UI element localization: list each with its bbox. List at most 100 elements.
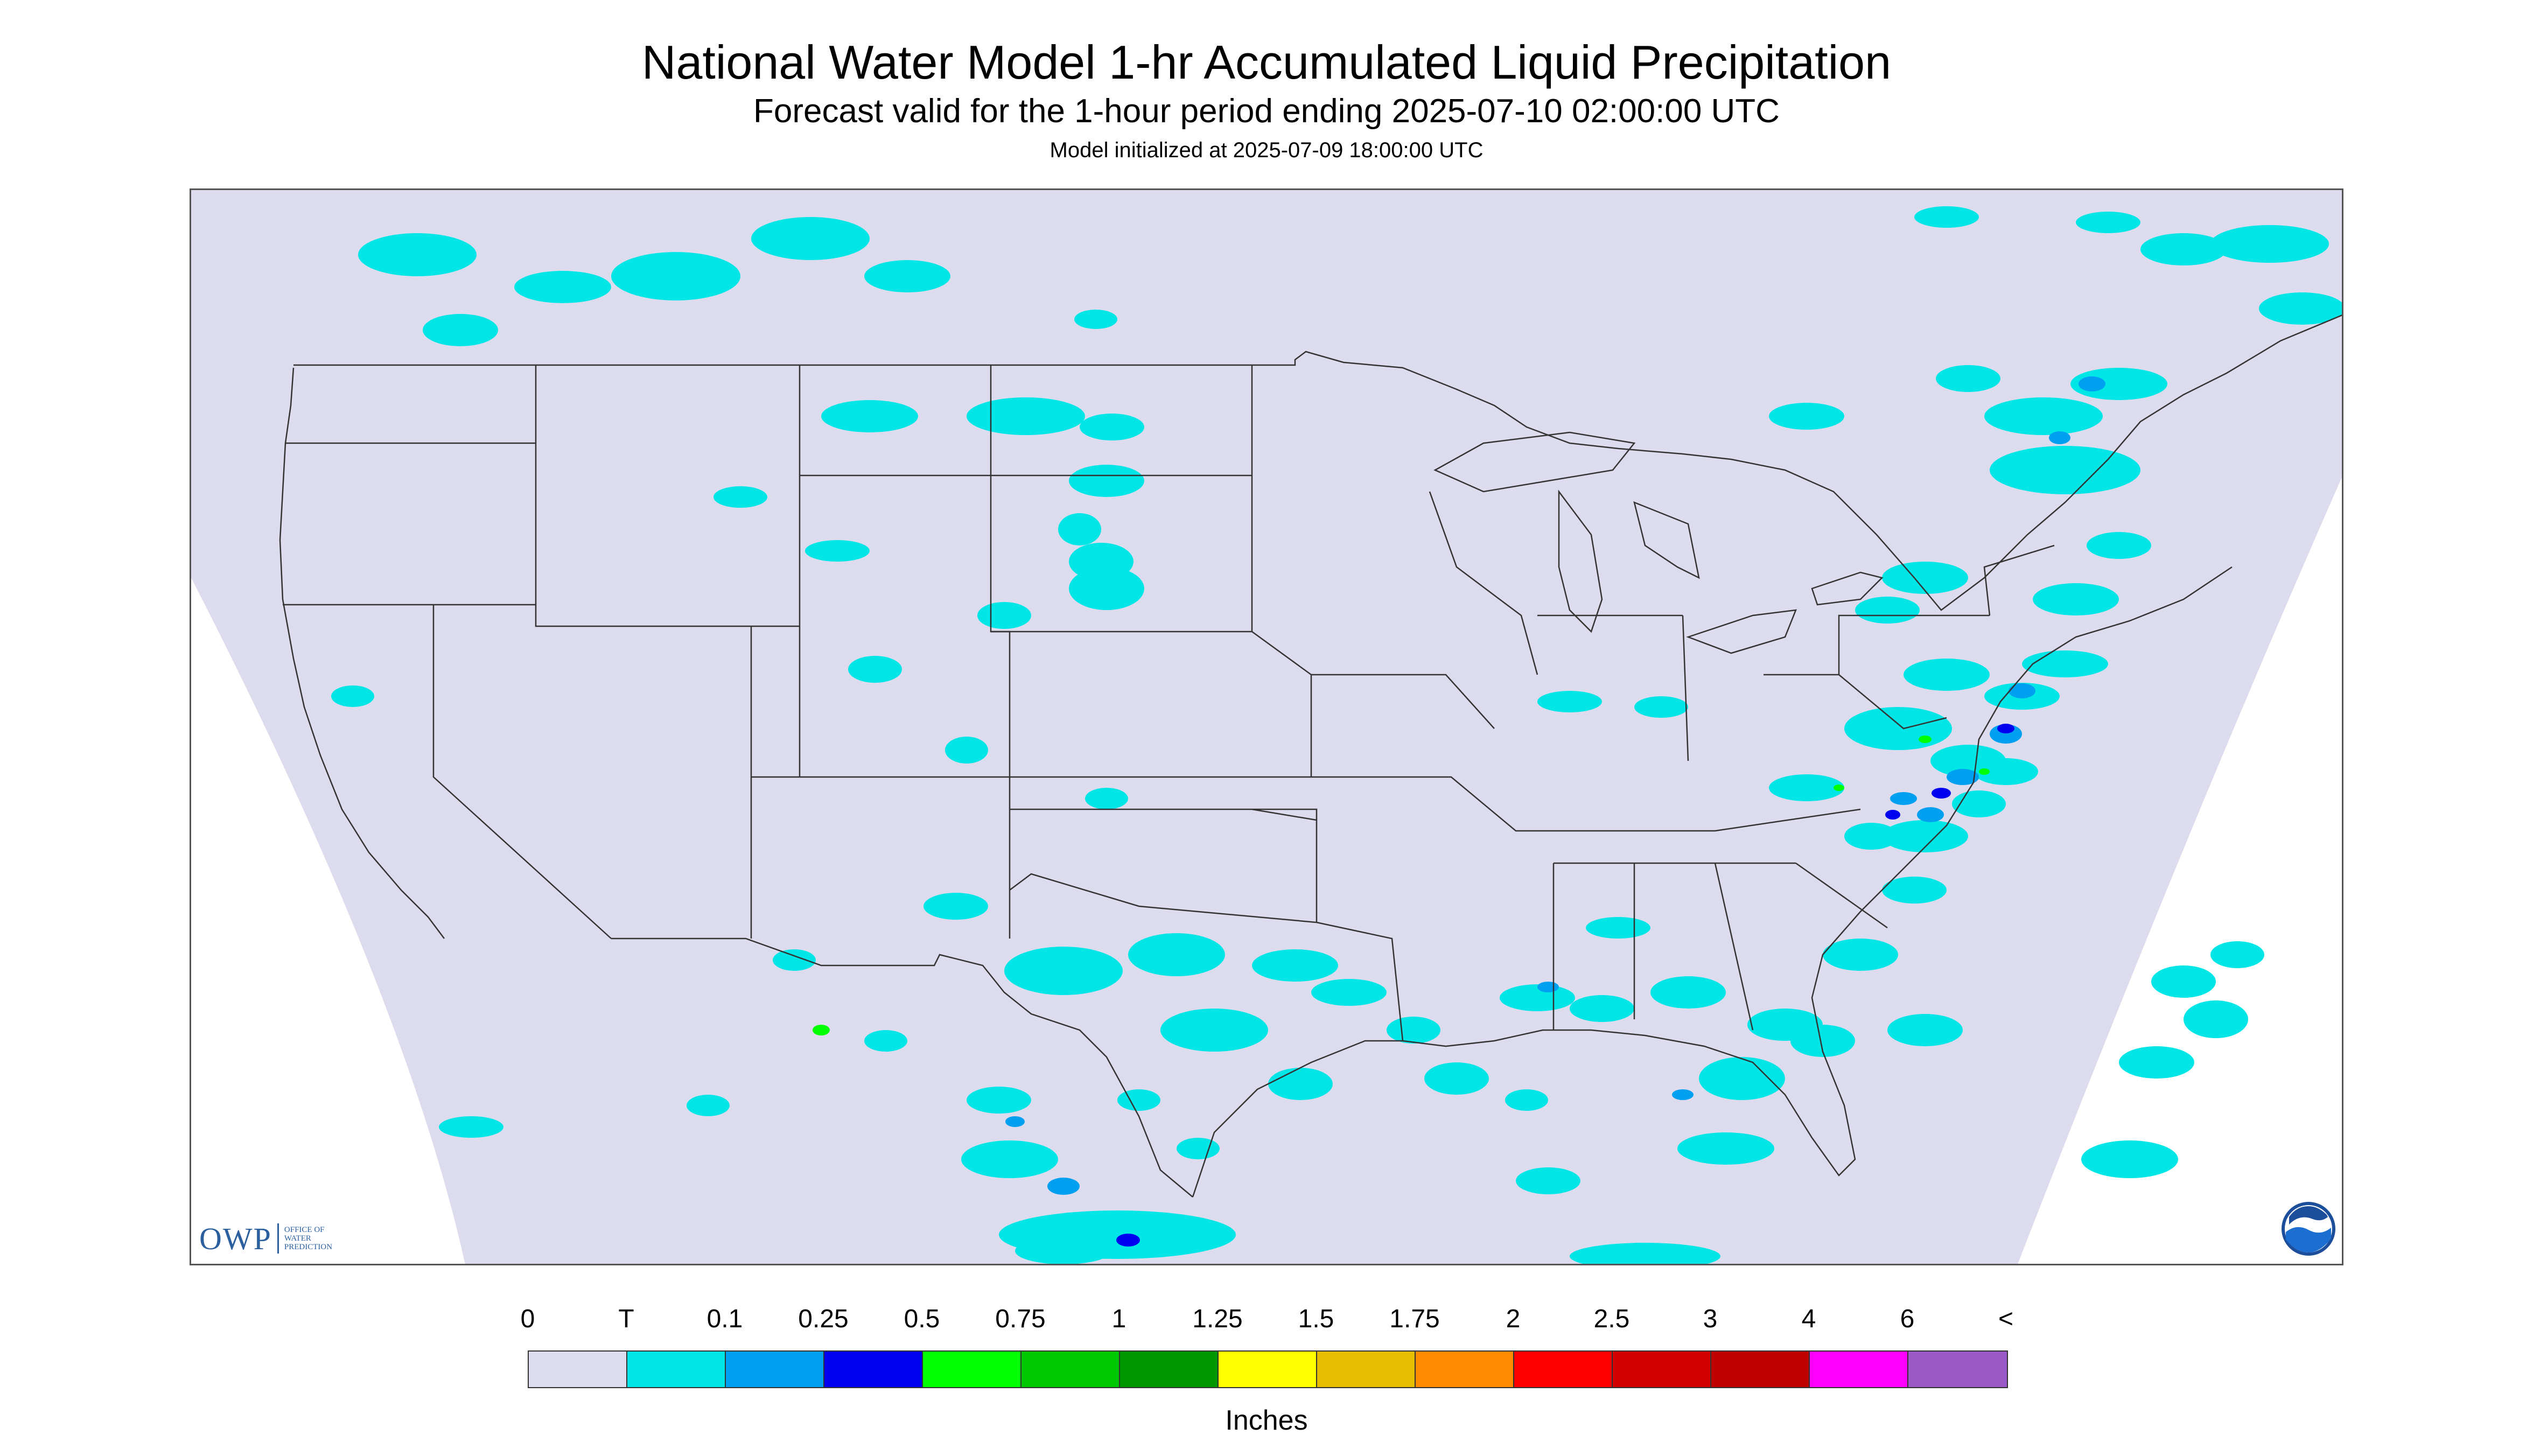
owp-logo-text-line-1: Office of bbox=[284, 1226, 325, 1234]
svg-text:NOAA: NOAA bbox=[2296, 1220, 2321, 1229]
precipitation-cell bbox=[1882, 877, 1947, 904]
precipitation-cell bbox=[1516, 1167, 1580, 1194]
legend-label: 0.5 bbox=[904, 1305, 940, 1333]
precipitation-cell bbox=[2049, 431, 2070, 444]
precipitation-cell bbox=[977, 602, 1031, 629]
precipitation-cell bbox=[2033, 583, 2119, 615]
precipitation-cell bbox=[423, 314, 498, 346]
precipitation-cell bbox=[1904, 659, 1990, 691]
precipitation-cell bbox=[1116, 1234, 1140, 1247]
legend-swatch bbox=[923, 1352, 1021, 1387]
precipitation-cell bbox=[1128, 933, 1225, 976]
precipitation-cell bbox=[358, 233, 477, 276]
precipitation-cell bbox=[331, 685, 374, 707]
precipitation-cell bbox=[1882, 562, 1968, 594]
precipitation-cell bbox=[1080, 414, 1144, 440]
precipitation-cell bbox=[1005, 1116, 1025, 1127]
owp-logo-divider bbox=[277, 1223, 279, 1254]
precipitation-cell bbox=[1069, 465, 1144, 497]
projection-domain bbox=[191, 190, 2342, 1264]
precipitation-cell bbox=[2070, 368, 2167, 400]
legend-label: 2 bbox=[1506, 1305, 1521, 1333]
precipitation-cell bbox=[1823, 939, 1898, 971]
legend-label: 2.5 bbox=[1593, 1305, 1630, 1333]
legend-label: T bbox=[618, 1305, 634, 1333]
precipitation-map bbox=[190, 188, 2343, 1265]
gulf-atlantic-coast bbox=[1192, 566, 2233, 1198]
legend-label: 1 bbox=[1111, 1305, 1126, 1333]
precipitation-cell bbox=[1586, 917, 1650, 939]
legend-swatch bbox=[1810, 1352, 1908, 1387]
precipitation-cell bbox=[2009, 683, 2035, 698]
precipitation-cell bbox=[1537, 691, 1602, 712]
precipitation-cell bbox=[1058, 513, 1101, 545]
political-boundaries bbox=[279, 314, 2342, 1198]
legend-swatch bbox=[1317, 1352, 1416, 1387]
precipitation-cell bbox=[1769, 403, 1844, 430]
precipitation-cell bbox=[1855, 597, 1920, 624]
map-title: National Water Model 1-hr Accumulated Li… bbox=[641, 36, 1892, 89]
legend-swatch bbox=[824, 1352, 923, 1387]
precipitation-cell bbox=[1979, 768, 1990, 775]
precipitation-cell bbox=[751, 217, 870, 260]
owp-logo-text-line-3: Prediction bbox=[284, 1243, 333, 1251]
precipitation-cell bbox=[864, 1030, 907, 1052]
precipitation-cell bbox=[1004, 947, 1123, 995]
precipitation-cell bbox=[1570, 1243, 1720, 1264]
precipitation-cell bbox=[1074, 310, 1117, 329]
precipitation-cell bbox=[1634, 696, 1688, 718]
legend-label: 0.25 bbox=[798, 1305, 849, 1333]
precipitation-cell bbox=[1311, 979, 1387, 1006]
legend-label: 0 bbox=[520, 1305, 535, 1333]
legend-label: 1.75 bbox=[1389, 1305, 1440, 1333]
legend-swatch bbox=[1711, 1352, 1810, 1387]
precipitation-cell bbox=[439, 1116, 503, 1138]
precipitation-cell bbox=[1932, 788, 1951, 799]
forecast-valid-subtitle: Forecast valid for the 1-hour period end… bbox=[753, 93, 1780, 130]
legend-swatch bbox=[726, 1352, 824, 1387]
precipitation-cell bbox=[2119, 1046, 2194, 1079]
precipitation-cell bbox=[2076, 212, 2140, 233]
legend-units: Inches bbox=[1225, 1405, 1308, 1436]
precipitation-cell bbox=[713, 486, 767, 508]
precipitation-cell bbox=[1537, 982, 1559, 992]
pacific-coast bbox=[279, 367, 445, 939]
legend-label: 4 bbox=[1801, 1305, 1816, 1333]
precipitation-cell bbox=[1650, 976, 1726, 1009]
precipitation-cell bbox=[945, 737, 988, 764]
legend-swatch bbox=[1120, 1352, 1219, 1387]
precipitation-cell bbox=[1844, 823, 1898, 850]
precipitation-cell bbox=[2210, 225, 2329, 263]
us-mexico-border bbox=[611, 937, 1193, 1198]
legend-label: 0.1 bbox=[706, 1305, 743, 1333]
noaa-logo-icon: NOAA bbox=[2280, 1201, 2336, 1257]
precipitation-cell bbox=[1890, 792, 1917, 805]
precipitation-cell bbox=[514, 271, 611, 303]
precipitation-cell bbox=[1015, 1237, 1112, 1264]
precipitation-cell bbox=[1997, 724, 2014, 733]
precipitation-cell bbox=[1424, 1062, 1489, 1095]
precipitation-cell bbox=[1570, 995, 1634, 1022]
precipitation-cell bbox=[1677, 1132, 1774, 1165]
map-canvas bbox=[191, 190, 2342, 1264]
legend-swatch bbox=[529, 1352, 627, 1387]
precipitation-cell bbox=[1882, 820, 1968, 852]
precipitation-cell bbox=[1844, 707, 1952, 750]
precipitation-cell bbox=[611, 252, 740, 300]
legend-swatch bbox=[627, 1352, 726, 1387]
owp-logo-mark: OWP bbox=[199, 1221, 272, 1256]
precipitation-cell bbox=[1500, 984, 1575, 1011]
legend-label: 1.25 bbox=[1192, 1305, 1243, 1333]
precipitation-cell bbox=[1252, 949, 1338, 982]
precipitation-cell bbox=[1885, 810, 1900, 820]
model-init-text: Model initialized at 2025-07-09 18:00:00… bbox=[1049, 138, 1484, 162]
precipitation-cell bbox=[967, 1087, 1031, 1114]
precipitation-cell bbox=[687, 1095, 730, 1116]
great-lakes bbox=[1433, 431, 1884, 654]
precipitation-cell bbox=[961, 1140, 1058, 1178]
precipitation-cell bbox=[773, 949, 816, 971]
legend-swatch bbox=[1908, 1352, 2007, 1387]
legend-label: < bbox=[1998, 1305, 2014, 1333]
precipitation-cell bbox=[1952, 790, 2006, 817]
precipitation-cell bbox=[1974, 758, 2038, 785]
